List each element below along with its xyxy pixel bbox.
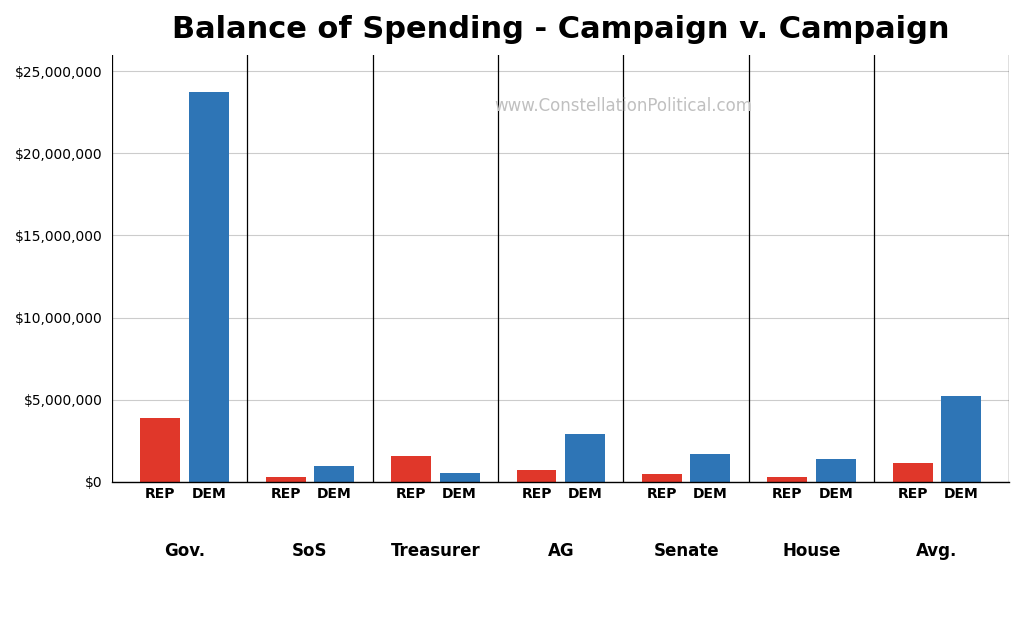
Bar — [140, 418, 180, 482]
Bar — [314, 467, 354, 482]
Bar — [439, 473, 479, 482]
Text: SoS: SoS — [292, 541, 328, 560]
Text: www.ConstellationPolitical.com: www.ConstellationPolitical.com — [495, 97, 753, 115]
Text: Gov.: Gov. — [164, 541, 205, 560]
Text: Avg.: Avg. — [916, 541, 957, 560]
Text: Treasurer: Treasurer — [390, 541, 480, 560]
Bar — [690, 454, 730, 482]
Text: Senate: Senate — [653, 541, 719, 560]
Bar — [565, 434, 605, 482]
Bar — [767, 477, 807, 482]
Bar — [188, 93, 228, 482]
Bar — [266, 477, 306, 482]
Bar — [642, 474, 682, 482]
Bar — [941, 396, 981, 482]
Text: House: House — [782, 541, 841, 560]
Bar — [893, 463, 933, 482]
Bar — [516, 470, 556, 482]
Bar — [391, 456, 431, 482]
Text: AG: AG — [548, 541, 574, 560]
Bar — [816, 459, 856, 482]
Title: Balance of Spending - Campaign v. Campaign: Balance of Spending - Campaign v. Campai… — [172, 15, 949, 44]
